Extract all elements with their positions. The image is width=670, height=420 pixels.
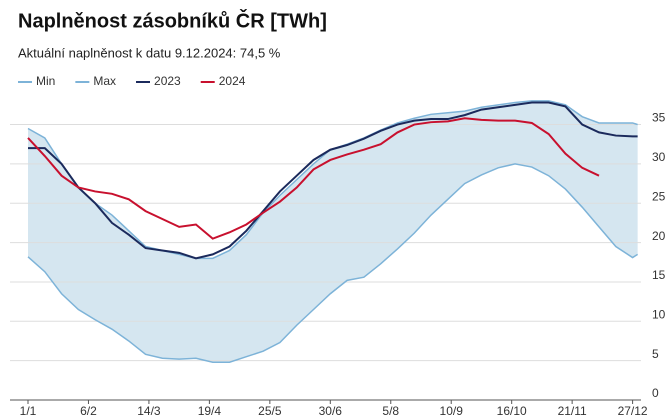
x-tick-label: 10/9	[440, 404, 464, 418]
y-tick-label: 35	[652, 111, 666, 125]
legend-label: Min	[36, 74, 55, 88]
x-tick-label: 21/11	[558, 404, 587, 418]
series-line	[28, 101, 638, 260]
x-tick-label: 1/1	[20, 404, 37, 418]
range-band	[28, 100, 638, 363]
x-tick-label: 5/8	[382, 404, 399, 418]
chart-title: Naplněnost zásobníků ČR [TWh]	[18, 8, 327, 32]
y-tick-label: 0	[652, 386, 659, 400]
legend-label: 2023	[154, 74, 181, 88]
y-tick-label: 15	[652, 268, 666, 282]
x-tick-label: 14/3	[137, 404, 161, 418]
y-tick-label: 25	[652, 189, 666, 203]
series-line	[27, 163, 639, 363]
y-tick-label: 5	[652, 347, 659, 361]
chart-subtitle: Aktuální naplněnost k datu 9.12.2024: 74…	[18, 45, 281, 60]
x-tick-label: 19/4	[198, 404, 222, 418]
y-tick-label: 30	[652, 150, 666, 164]
legend-label: Max	[93, 74, 116, 88]
y-tick-label: 20	[652, 229, 666, 243]
y-tick-label: 10	[652, 307, 666, 321]
x-tick-label: 6/2	[80, 404, 97, 418]
x-tick-label: 27/12	[618, 404, 648, 418]
legend-label: 2024	[219, 74, 246, 88]
x-tick-label: 16/10	[497, 404, 527, 418]
x-tick-label: 25/5	[258, 404, 282, 418]
series-line	[27, 117, 600, 240]
x-tick-label: 30/6	[319, 404, 343, 418]
